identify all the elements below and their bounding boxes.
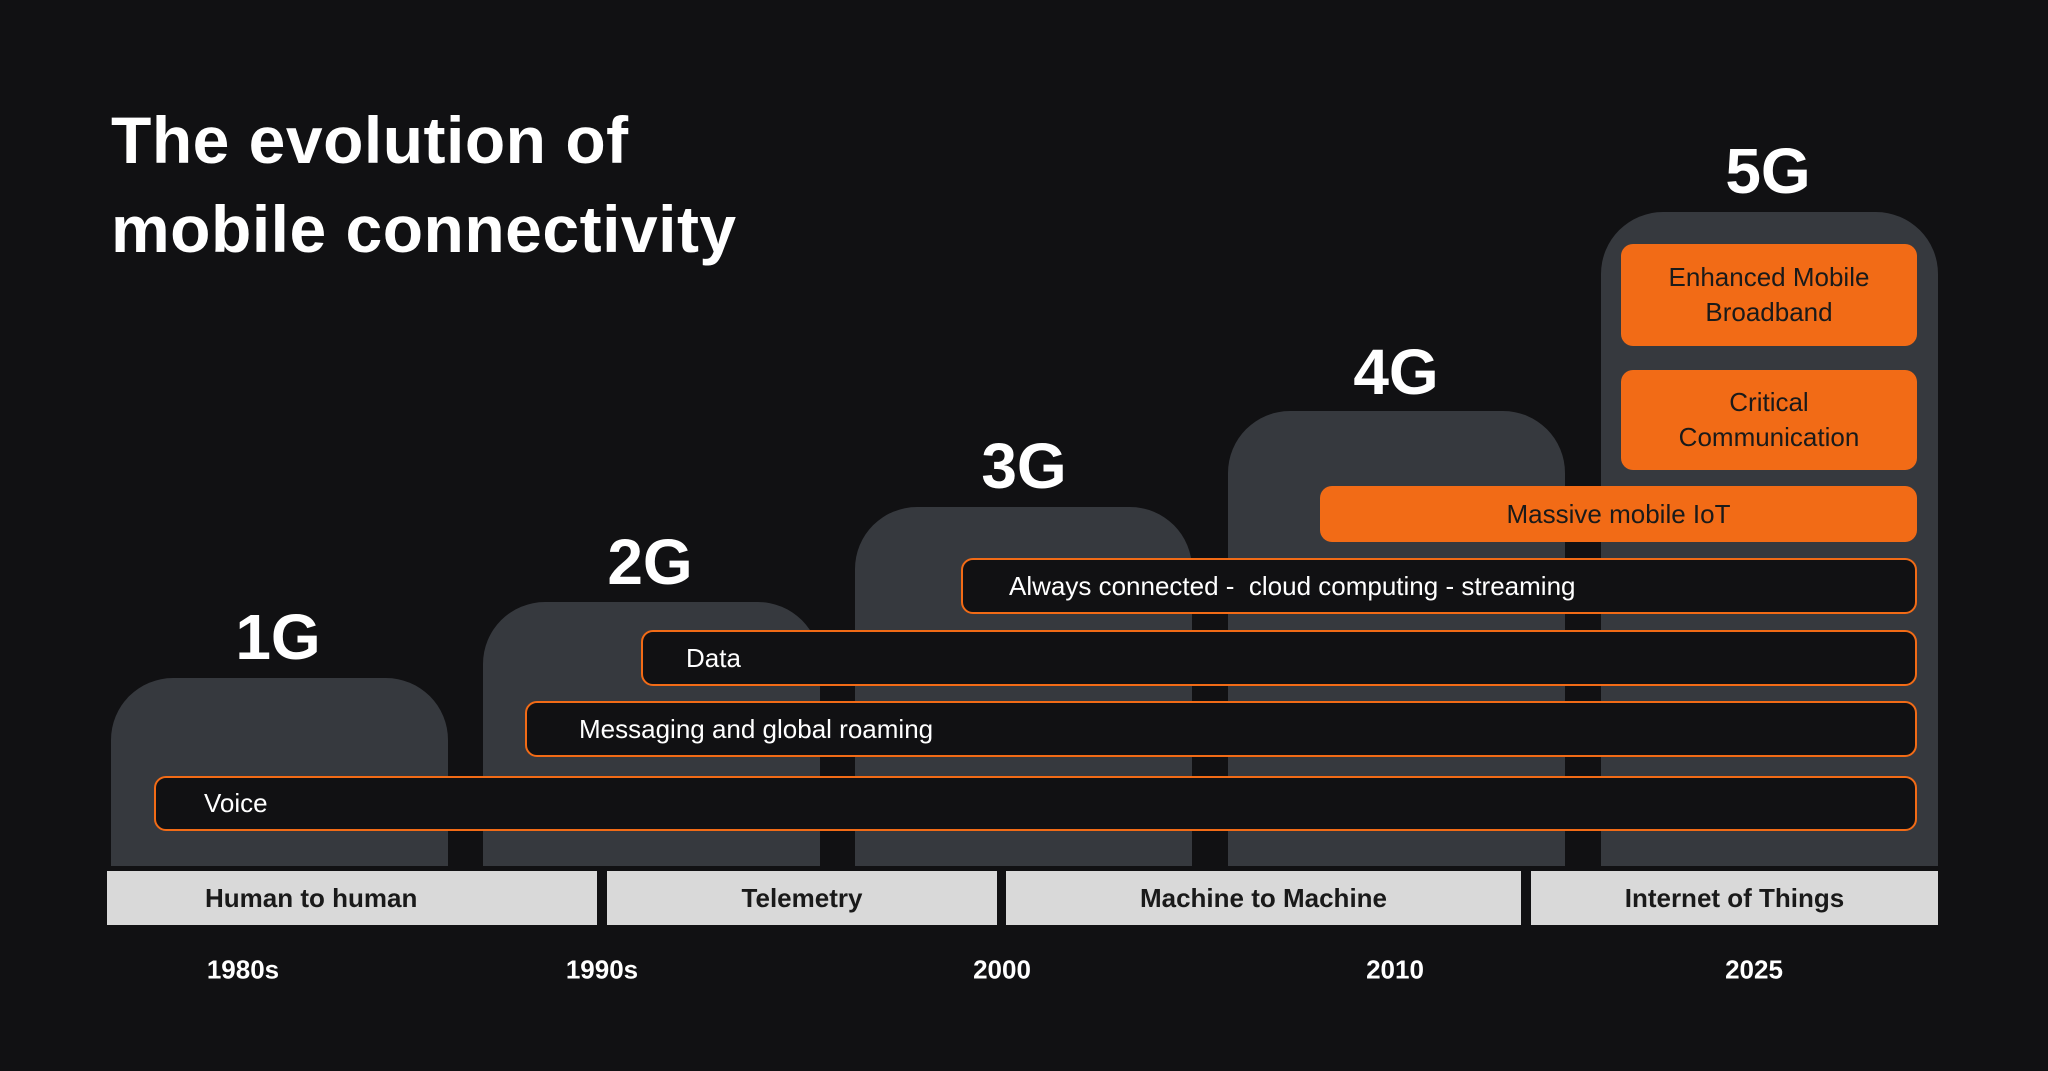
era-machine-to-machine: Machine to Machine	[1006, 871, 1521, 925]
era-label: Internet of Things	[1624, 882, 1845, 913]
era-human-to-human: Human to human	[107, 871, 597, 925]
era-label: Human to human	[205, 882, 418, 913]
label-5g: 5G	[1725, 135, 1811, 207]
era-internet-of-things: Internet of Things	[1531, 871, 1938, 925]
title-line-2: mobile connectivity	[111, 192, 737, 266]
year-2025: 2025	[1725, 954, 1783, 985]
era-label: Telemetry	[741, 882, 863, 913]
capability-data: Data	[641, 630, 1917, 686]
capability-label: Voice	[204, 788, 268, 818]
era-label: Machine to Machine	[1139, 882, 1388, 913]
capability-label: Data	[686, 642, 741, 673]
year-1990s: 1990s	[565, 954, 639, 985]
capability-voice: Voice	[154, 776, 1917, 831]
capability-enhanced-mobile-broadband: Enhanced Mobile Broadband	[1621, 244, 1917, 346]
label-1g: 1G	[235, 601, 321, 673]
capability-label: Critical Communication	[1678, 387, 1860, 452]
capability-massive-iot: Massive mobile IoT	[1320, 486, 1917, 542]
label-3g: 3G	[981, 430, 1067, 502]
year-2010: 2010	[1366, 954, 1424, 985]
year-1980s: 1980s	[206, 954, 280, 985]
capability-label: Always connected - cloud computing - str…	[1009, 570, 1576, 601]
title-line-1: The evolution of	[111, 103, 629, 177]
capability-always-connected: Always connected - cloud computing - str…	[961, 558, 1917, 614]
label-4g: 4G	[1353, 336, 1439, 408]
capability-label: Massive mobile IoT	[1506, 498, 1731, 529]
capability-label: Enhanced Mobile Broadband	[1668, 262, 1870, 327]
year-2000: 2000	[973, 954, 1031, 985]
column-1g	[111, 678, 448, 866]
era-telemetry: Telemetry	[607, 871, 997, 925]
label-2g: 2G	[607, 526, 693, 598]
capability-label: Messaging and global roaming	[579, 713, 934, 744]
capability-critical-communication: Critical Communication	[1621, 370, 1917, 470]
page-title: The evolution of mobile connectivity	[111, 96, 737, 274]
capability-messaging: Messaging and global roaming	[525, 701, 1917, 757]
